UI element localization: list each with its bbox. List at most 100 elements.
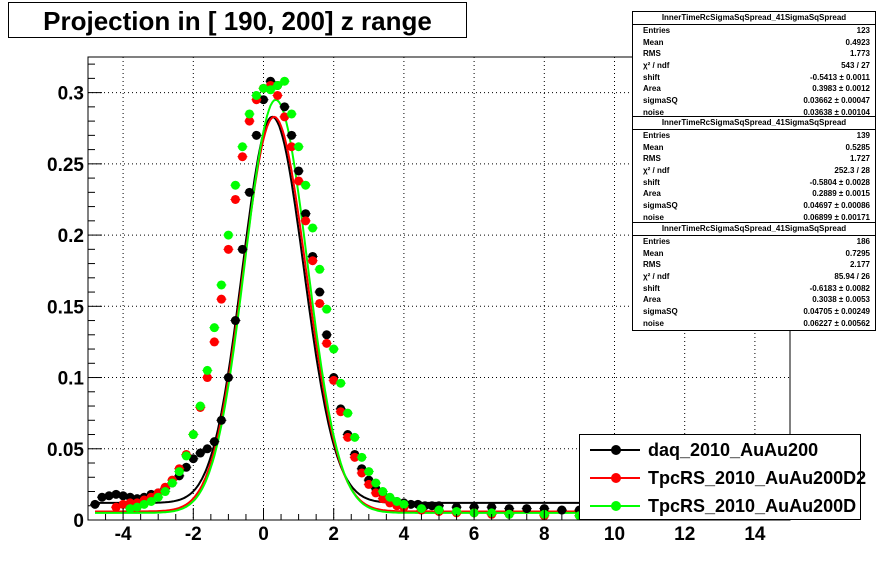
legend-entry-tpcrs-d2: TpcRS_2010_AuAu200D2 [580,465,866,491]
stats-value: 0.4923 [845,37,870,47]
stats-header: InnerTimeRcSigmaSqSpread_41SigmaSqSpread [633,12,875,25]
stats-row: χ² / ndf 543 / 27 [633,60,875,72]
data-point-series-1 [329,375,339,385]
legend-marker-tpcrs-d [611,501,621,511]
x-tick-label: 12 [674,524,695,545]
chart-title: Projection in [ 190, 200] z range [43,6,432,36]
legend-entry-tpcrs-d: TpcRS_2010_AuAu200D [580,493,860,519]
x-tick-label: -2 [185,524,202,545]
stats-key: RMS [643,154,661,164]
stats-value: 186 [856,237,870,246]
stats-key: Area [643,84,661,94]
stats-key: RMS [643,260,661,270]
x-tick-label: 8 [539,524,550,545]
fit-curve-0 [95,115,580,504]
stats-value: 2.177 [849,260,870,270]
data-point-series-0 [259,95,268,105]
data-point-series-1 [308,256,318,266]
x-tick-label: -4 [115,524,132,545]
data-point-series-0 [294,166,304,176]
data-point-series-2 [280,76,290,86]
data-point-series-2 [266,85,276,95]
data-point-series-2 [301,180,311,190]
data-point-series-2 [146,496,156,506]
data-point-series-2 [308,223,318,233]
data-point-series-1 [350,452,360,462]
stats-row: RMS 1.727 [633,153,875,165]
stats-key: Mean [643,37,664,47]
stats-key: Mean [643,142,664,152]
data-point-series-1 [343,432,353,442]
stats-row: shift -0.5413 ± 0.0011 [633,72,875,84]
stats-row: Area 0.3983 ± 0.0012 [633,83,875,95]
data-point-series-2 [399,499,409,509]
data-point-series-2 [251,90,261,100]
data-point-series-0 [216,415,226,425]
data-point-series-0 [522,504,532,514]
data-point-series-2 [452,506,462,516]
data-point-series-2 [378,487,388,497]
data-point-series-2 [273,80,283,90]
chart-title-box: Projection in [ 190, 200] z range [8,2,467,38]
data-point-series-1 [202,373,212,383]
y-tick-label: 0.15 [47,297,84,318]
stats-value: 1.773 [849,49,870,59]
stats-value: 123 [856,26,870,35]
stats-row: sigmaSQ 0.04697 ± 0.00086 [633,200,875,212]
stats-value: 0.03662 ± 0.00047 [803,96,870,106]
stats-value: 0.5285 [845,142,870,152]
stats-value: 0.06227 ± 0.00562 [803,318,870,328]
data-point-series-2 [315,264,325,274]
data-points [90,76,585,521]
stats-key: noise [643,212,664,222]
stats-value: 252.3 / 28 [834,166,870,176]
data-point-series-0 [209,437,219,447]
x-tick-label: 4 [399,524,410,545]
data-point-series-2 [188,430,198,440]
stats-value: 0.2889 ± 0.0015 [812,189,870,199]
data-point-series-0 [251,130,261,140]
stats-row: Entries 139 [633,130,875,142]
data-point-series-2 [230,180,240,190]
data-point-series-0 [427,501,437,511]
data-point-series-2 [385,492,395,502]
stats-row: Mean 0.5285 [633,142,875,154]
y-axis: 0 0.05 0.1 0.15 0.2 0.25 0.3 [47,63,102,532]
y-tick-label: 0.25 [47,155,84,176]
stats-key: Area [643,189,661,199]
data-point-series-0 [557,505,567,515]
data-point-series-1 [118,499,128,509]
data-point-series-2 [125,504,135,514]
data-point-series-2 [487,508,497,518]
stats-value: 0.04705 ± 0.00249 [803,307,870,317]
stats-header: InnerTimeRcSigmaSqSpread_41SigmaSqSpread [633,117,875,130]
data-point-series-0 [315,287,325,297]
data-point-series-2 [209,323,219,333]
data-point-series-0 [287,130,297,140]
data-point-series-2 [160,487,170,497]
data-point-series-0 [301,209,311,219]
data-point-series-0 [111,489,121,499]
data-point-series-2 [237,142,247,152]
data-point-series-1 [273,90,283,100]
data-point-series-1 [371,488,381,498]
data-point-series-1 [209,337,219,347]
stats-row: Mean 0.7295 [633,248,875,260]
stats-key: χ² / ndf [643,61,670,71]
stats-row: noise 0.06899 ± 0.00171 [633,212,875,224]
stats-value: 85.94 / 26 [834,272,870,282]
data-point-series-1 [216,294,226,304]
data-point-series-0 [90,499,100,509]
data-point-series-2 [434,505,444,515]
legend-label-daq: daq_2010_AuAu200 [648,440,819,460]
stats-value: -0.5413 ± 0.0011 [810,72,870,82]
data-point-series-0 [97,492,107,502]
x-tick-label: 6 [469,524,480,545]
stats-row: sigmaSQ 0.04705 ± 0.00249 [633,306,875,318]
data-point-series-0 [104,491,114,501]
y-tick-label: 0.1 [58,369,85,390]
data-point-series-1 [280,112,290,122]
data-point-series-2 [181,451,191,461]
data-point-series-0 [322,330,332,340]
stats-key: sigmaSQ [643,201,678,211]
